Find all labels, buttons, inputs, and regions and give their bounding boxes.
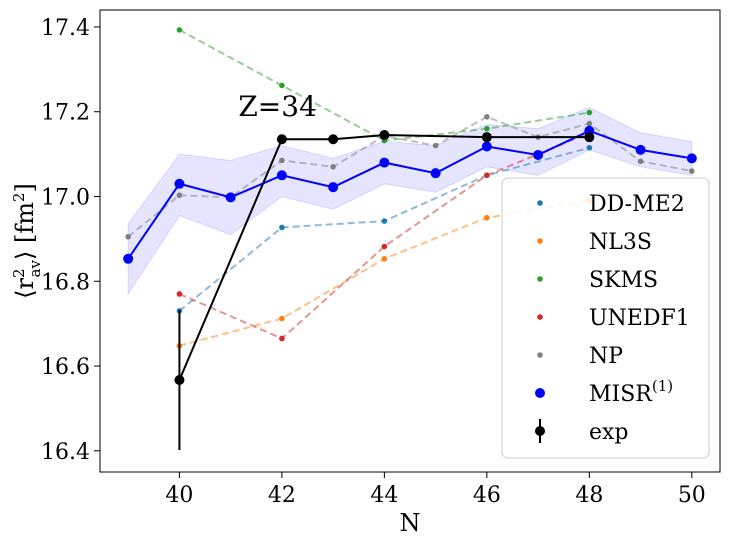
data-point-np bbox=[125, 233, 131, 240]
data-point-misr bbox=[430, 168, 441, 179]
y-tick-label: 16.4 bbox=[41, 440, 90, 465]
data-point-unedf1 bbox=[381, 243, 388, 250]
legend-item-misr: MISR(1) bbox=[535, 377, 673, 407]
legend-item-unedf1: UNEDF1 bbox=[537, 306, 690, 331]
data-point-exp bbox=[328, 134, 339, 145]
data-point-misr bbox=[635, 144, 646, 155]
data-point-nl3s bbox=[381, 256, 388, 262]
data-point-misr bbox=[123, 253, 134, 264]
legend: DD-ME2 NL3S SKMS UNEDF1 NP MISR(1) exp bbox=[501, 177, 710, 459]
data-point-misr bbox=[174, 178, 185, 189]
data-point-misr bbox=[533, 149, 544, 160]
legend-box bbox=[501, 177, 710, 459]
legend-label: exp bbox=[589, 420, 629, 445]
x-axis-ticks: 40 42 44 46 48 50 bbox=[165, 472, 706, 508]
x-tick-label: 40 bbox=[165, 483, 193, 508]
data-point-dd-me2 bbox=[586, 144, 593, 151]
series-line-unedf1 bbox=[179, 131, 590, 340]
legend-label: MISR(1) bbox=[589, 377, 673, 407]
y-tick-label: 17.0 bbox=[41, 185, 90, 210]
legend-marker bbox=[535, 388, 545, 398]
y-tick-label: 17.4 bbox=[41, 16, 90, 41]
series-layer bbox=[123, 27, 697, 450]
x-tick-label: 42 bbox=[268, 483, 296, 508]
data-point-unedf1 bbox=[279, 335, 285, 342]
legend-marker bbox=[537, 276, 543, 282]
legend-marker bbox=[537, 314, 543, 320]
data-point-skms bbox=[279, 82, 285, 89]
x-tick-label: 44 bbox=[370, 483, 398, 508]
data-point-np bbox=[432, 142, 439, 149]
y-tick-label: 16.8 bbox=[41, 270, 90, 295]
legend-marker bbox=[535, 426, 545, 436]
data-point-misr bbox=[686, 153, 697, 164]
series-exp bbox=[174, 130, 595, 450]
y-axis-ticks: 16.4 16.6 16.8 17.0 17.2 17.4 bbox=[41, 16, 100, 465]
series-line-skms bbox=[178, 29, 590, 142]
data-point-np bbox=[689, 168, 695, 174]
legend-label: DD-ME2 bbox=[589, 192, 685, 217]
uncertainty-band bbox=[127, 106, 693, 296]
series-line-misr bbox=[127, 129, 692, 260]
x-tick-label: 48 bbox=[575, 483, 603, 508]
annotation-z34: Z=34 bbox=[238, 90, 317, 123]
data-point-nl3s bbox=[279, 315, 285, 322]
legend-label: SKMS bbox=[589, 268, 658, 293]
data-point-dd-me2 bbox=[381, 218, 388, 224]
data-point-exp bbox=[584, 132, 595, 143]
x-tick-label: 50 bbox=[678, 483, 706, 508]
data-point-misr bbox=[276, 170, 287, 181]
plot-area-frame bbox=[99, 9, 721, 473]
data-point-np bbox=[330, 164, 336, 170]
data-point-exp bbox=[276, 134, 287, 145]
data-point-misr bbox=[328, 182, 339, 193]
data-point-np bbox=[279, 157, 285, 164]
data-point-np bbox=[586, 120, 593, 127]
data-point-np bbox=[484, 114, 490, 120]
series-misr bbox=[123, 125, 697, 264]
data-point-unedf1 bbox=[484, 172, 490, 179]
legend-item-skms: SKMS bbox=[537, 268, 658, 293]
y-tick-label: 17.2 bbox=[41, 101, 90, 126]
legend-label: NL3S bbox=[589, 230, 652, 255]
data-point-dd-me2 bbox=[279, 224, 285, 231]
legend-item-dd-me2: DD-ME2 bbox=[537, 192, 685, 217]
legend-label: UNEDF1 bbox=[589, 306, 690, 331]
data-point-exp bbox=[481, 132, 492, 143]
x-axis-label: N bbox=[400, 509, 421, 537]
legend-marker bbox=[537, 238, 543, 244]
series-skms bbox=[176, 27, 593, 144]
data-point-skms bbox=[484, 125, 490, 132]
data-point-exp bbox=[174, 375, 185, 386]
legend-label: NP bbox=[589, 344, 623, 369]
data-point-unedf1 bbox=[176, 291, 183, 297]
y-tick-label: 16.6 bbox=[41, 355, 90, 380]
x-tick-label: 46 bbox=[473, 483, 501, 508]
data-point-skms bbox=[176, 27, 183, 33]
legend-item-np: NP bbox=[537, 344, 623, 369]
legend-marker bbox=[537, 352, 543, 358]
data-point-misr bbox=[379, 157, 390, 168]
legend-marker bbox=[537, 200, 543, 206]
legend-item-nl3s: NL3S bbox=[537, 230, 652, 255]
data-point-skms bbox=[586, 109, 593, 116]
data-point-exp bbox=[379, 130, 390, 141]
data-point-np bbox=[637, 158, 644, 165]
data-point-misr bbox=[225, 192, 236, 203]
data-point-misr bbox=[481, 141, 492, 152]
legend-item-exp: exp bbox=[535, 419, 629, 445]
series-line-np bbox=[127, 115, 693, 238]
series-line-exp bbox=[178, 134, 590, 381]
band-area bbox=[127, 106, 693, 296]
data-point-nl3s bbox=[484, 214, 490, 221]
y-axis-label: ⟨r2av⟩ [fm2] bbox=[10, 183, 44, 299]
data-point-np bbox=[176, 192, 183, 199]
